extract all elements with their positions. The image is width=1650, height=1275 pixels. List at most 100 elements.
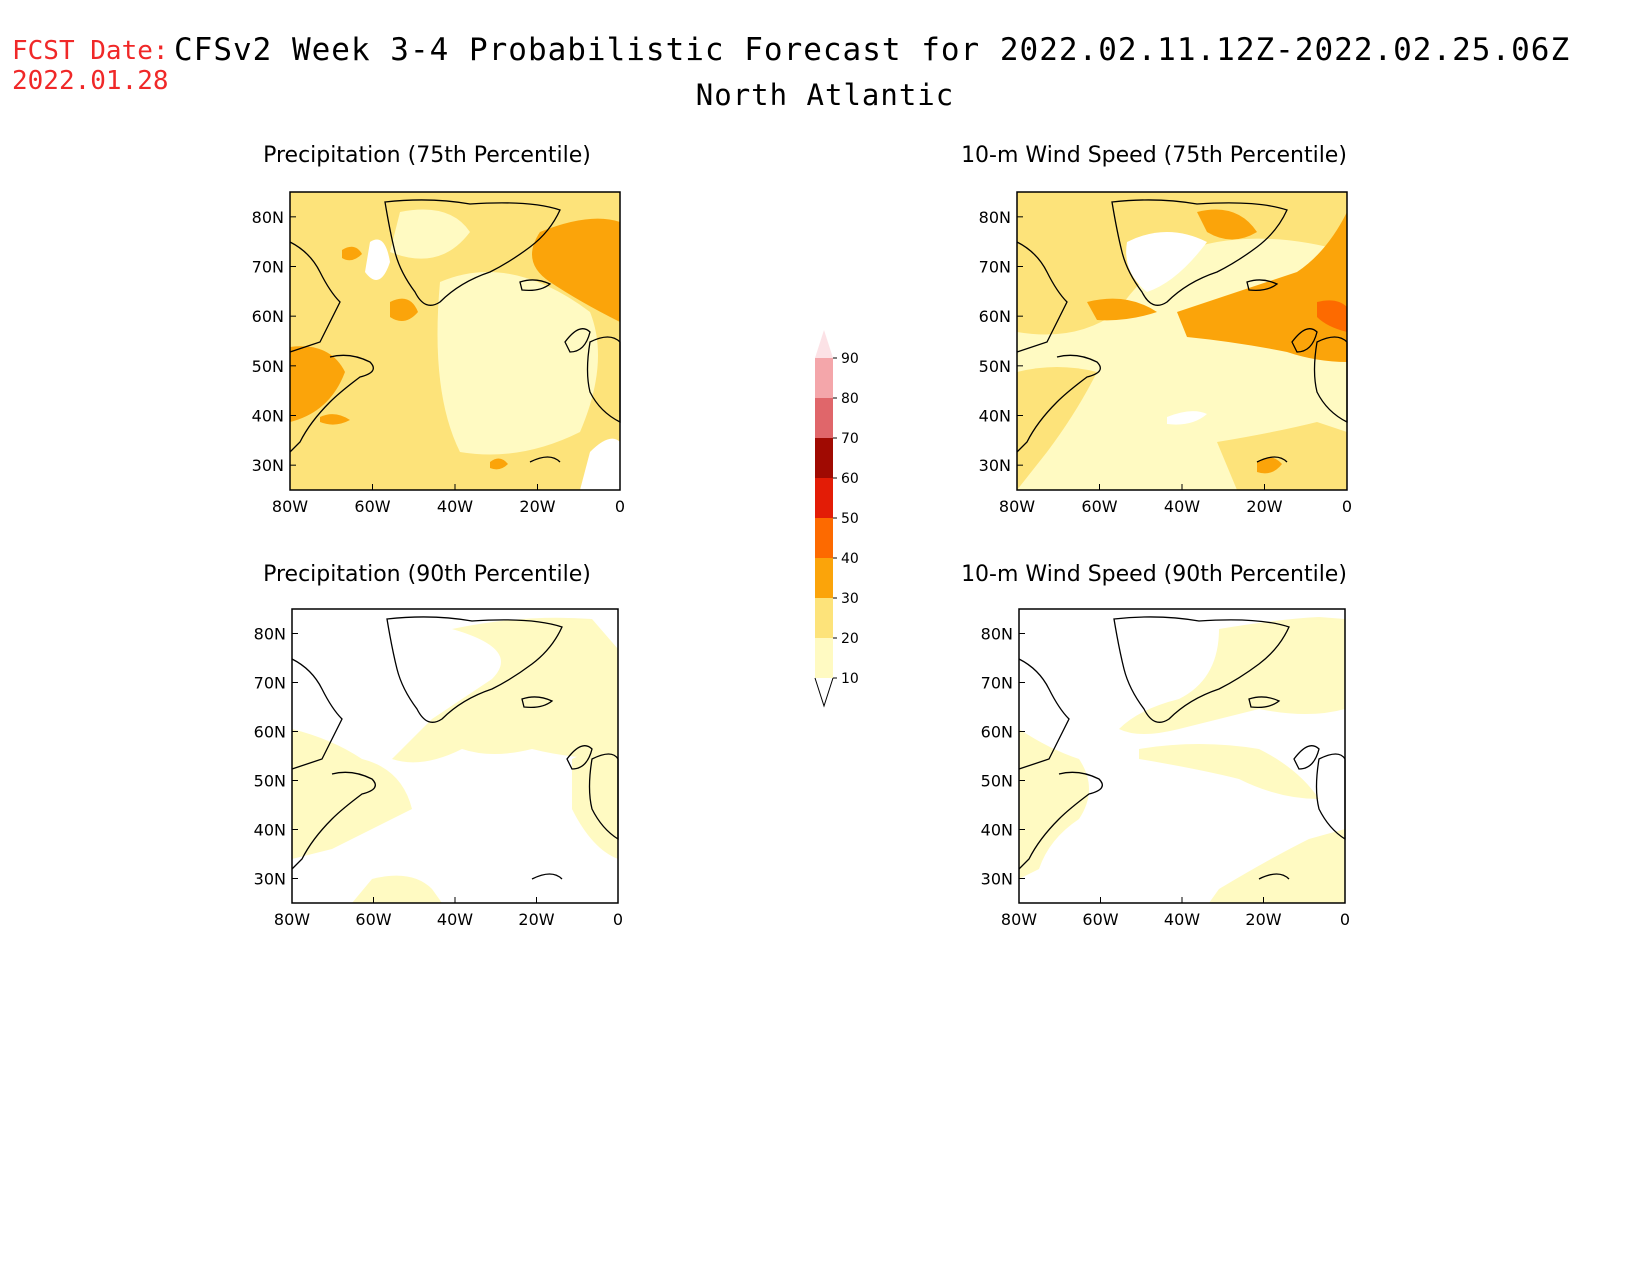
lon-tick-label: 80W: [999, 497, 1035, 516]
lon-tick-label: 40W: [437, 910, 473, 929]
figure-title: CFSv2 Week 3-4 Probabilistic Forecast fo…: [174, 32, 1571, 68]
lat-tick-label: 30N: [254, 870, 286, 889]
shading-mid-area: [1217, 422, 1347, 490]
lat-tick-label: 40N: [981, 821, 1013, 840]
longitude-axis: 80W 60W 40W 20W 0: [272, 484, 625, 516]
colorbar-label: 70: [841, 431, 859, 447]
colorbar-box: [815, 558, 833, 598]
latitude-axis: 80N 70N 60N 50N 40N 30N: [981, 625, 1025, 889]
lat-tick-label: 70N: [981, 674, 1013, 693]
panel-title-precip-75: Precipitation (75th Percentile): [263, 143, 591, 168]
colorbar-label: 50: [841, 511, 859, 527]
map-precip-90: 80N 70N 60N 50N 40N 30N 80W 60W 40W 20W 0: [254, 608, 623, 929]
longitude-axis: 80W 60W 40W 20W 0: [1001, 897, 1350, 929]
colorbar-bottom-arrow: [814, 677, 834, 708]
colorbar-box: [815, 398, 833, 438]
lat-tick-label: 50N: [981, 772, 1013, 791]
lat-tick-label: 80N: [252, 208, 284, 227]
colorbar-label: 30: [841, 591, 859, 607]
colorbar-box: [815, 638, 833, 678]
colorbar-box: [815, 438, 833, 478]
lat-tick-label: 70N: [252, 258, 284, 277]
shading-low-area: [572, 754, 618, 859]
lat-tick-label: 30N: [979, 456, 1011, 475]
lon-tick-label: 60W: [355, 910, 391, 929]
shading-very-high-area: [1317, 300, 1347, 332]
lat-tick-label: 40N: [254, 821, 286, 840]
lat-tick-label: 30N: [981, 870, 1013, 889]
lon-tick-label: 20W: [1245, 910, 1281, 929]
colorbar-box: [815, 518, 833, 558]
shading-low-area: [1139, 744, 1319, 799]
lon-tick-label: 80W: [1001, 910, 1037, 929]
lon-tick-label: 40W: [1164, 910, 1200, 929]
lon-tick-label: 60W: [1081, 497, 1117, 516]
lat-tick-label: 70N: [979, 258, 1011, 277]
lon-tick-label: 80W: [272, 497, 308, 516]
shading-no-prob-area: [365, 239, 390, 280]
latitude-axis: 80N 70N 60N 50N 40N 30N: [254, 625, 298, 889]
lat-tick-label: 50N: [979, 357, 1011, 376]
longitude-axis: 80W 60W 40W 20W 0: [274, 897, 623, 929]
coastline: [291, 616, 619, 880]
colorbar-label: 20: [841, 631, 859, 647]
lat-tick-label: 60N: [252, 307, 284, 326]
lat-tick-label: 70N: [254, 674, 286, 693]
longitude-axis: 80W 60W 40W 20W 0: [999, 484, 1352, 516]
colorbar-box: [815, 478, 833, 518]
colorbar-label: 80: [841, 391, 859, 407]
colorbar-label: 10: [841, 671, 859, 687]
colorbar-label: 90: [841, 351, 859, 367]
lat-tick-label: 80N: [254, 625, 286, 644]
shading-no-prob-area: [1126, 232, 1207, 292]
shading-high-area: [390, 298, 418, 321]
lat-tick-label: 60N: [254, 723, 286, 742]
colorbar-top-arrow: [815, 330, 833, 358]
shading-low-area: [1019, 729, 1089, 879]
panel-title-precip-90: Precipitation (90th Percentile): [263, 562, 591, 587]
lon-tick-label: 0: [613, 910, 623, 929]
lon-tick-label: 20W: [518, 910, 554, 929]
lat-tick-label: 30N: [252, 456, 284, 475]
figure-subtitle: North Atlantic: [695, 78, 955, 112]
lat-tick-label: 50N: [252, 357, 284, 376]
lon-tick-label: 40W: [437, 497, 473, 516]
shading-high-area: [1257, 457, 1282, 474]
shading-high-area: [490, 458, 508, 470]
latitude-axis: 80N 70N 60N 50N 40N 30N: [979, 208, 1023, 475]
panel-title-wind-75: 10-m Wind Speed (75th Percentile): [961, 143, 1347, 168]
lon-tick-label: 20W: [519, 497, 555, 516]
shading-mid-area: [1017, 367, 1097, 490]
latitude-axis: 80N 70N 60N 50N 40N 30N: [252, 208, 296, 475]
shading-low-area: [1119, 617, 1345, 734]
shading-low-area: [292, 729, 412, 859]
coastline: [1018, 616, 1346, 880]
lon-tick-label: 20W: [1246, 497, 1282, 516]
lon-tick-label: 60W: [1082, 910, 1118, 929]
colorbar-label: 60: [841, 471, 859, 487]
colorbar: 10 20 30 40 50 60 70 80 90: [814, 330, 859, 708]
coastline: [1016, 199, 1348, 463]
shading-low-area: [1209, 829, 1345, 903]
shading-high-area: [532, 218, 620, 322]
lon-tick-label: 0: [1340, 910, 1350, 929]
shading-high-area: [1197, 209, 1257, 240]
map-wind-90: 80N 70N 60N 50N 40N 30N 80W 60W 40W 20W 0: [981, 608, 1350, 929]
lon-tick-label: 0: [1342, 497, 1352, 516]
lat-tick-label: 40N: [979, 407, 1011, 426]
lat-tick-label: 40N: [252, 407, 284, 426]
forecast-date-block: FCST Date: 2022.01.28: [12, 36, 169, 96]
shading-high-area: [1177, 212, 1347, 362]
colorbar-label: 40: [841, 551, 859, 567]
map-precip-75: 80N 70N 60N 50N 40N 30N 80W 60W 40W 20W 0: [252, 191, 625, 516]
shading-mid-area: [1017, 192, 1347, 335]
lat-tick-label: 60N: [981, 723, 1013, 742]
forecast-date-label: FCST Date:: [12, 36, 169, 66]
forecast-date-value: 2022.01.28: [12, 66, 169, 96]
shading-low-area: [437, 272, 598, 455]
map-wind-75: 80N 70N 60N 50N 40N 30N 80W 60W 40W 20W 0: [979, 191, 1352, 516]
lon-tick-label: 0: [615, 497, 625, 516]
lat-tick-label: 80N: [981, 625, 1013, 644]
lon-tick-label: 40W: [1164, 497, 1200, 516]
lat-tick-label: 80N: [979, 208, 1011, 227]
